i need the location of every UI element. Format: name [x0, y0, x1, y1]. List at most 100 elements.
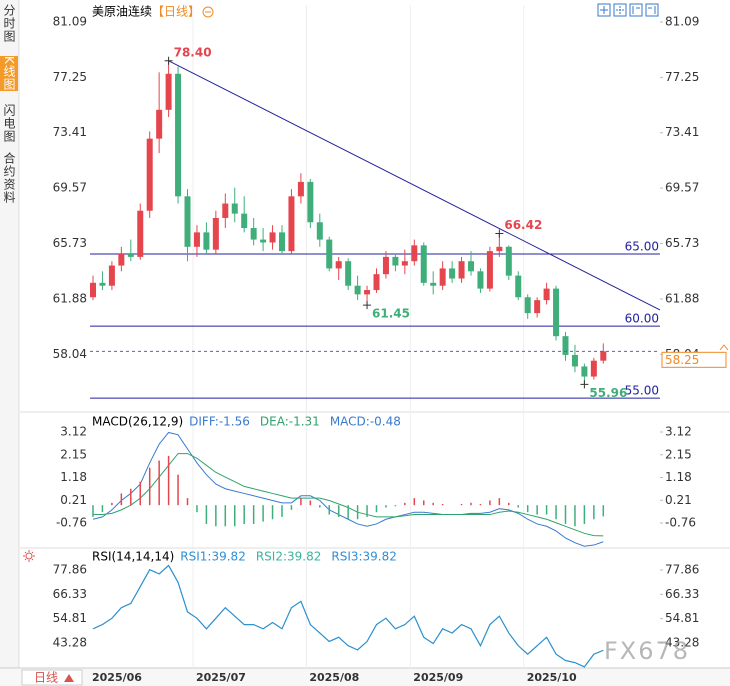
y-tick-label-left: 43.28 — [53, 636, 87, 650]
macd-bar — [574, 505, 576, 527]
macd-bar — [385, 505, 387, 508]
macd-bar — [271, 505, 274, 520]
macd-bar — [593, 505, 595, 520]
candle-body — [222, 203, 229, 218]
candle-body — [203, 232, 210, 250]
candle-body — [534, 300, 541, 314]
y-tick-label-left: -0.76 — [56, 515, 87, 529]
indicator-line — [92, 431, 604, 547]
macd-bar — [224, 505, 227, 527]
macd-bar — [309, 500, 312, 506]
macd-bar — [498, 498, 501, 506]
period-arrow[interactable] — [64, 674, 74, 682]
macd-bar — [375, 505, 378, 513]
sidebar-tab[interactable]: K线图 — [0, 56, 18, 91]
y-tick-label-right: 81.09 — [665, 15, 699, 29]
macd-bar — [583, 505, 586, 524]
candle-body — [241, 213, 248, 229]
toolbar — [597, 3, 659, 17]
y-tick-label-right: 2.15 — [665, 447, 692, 461]
macd-bar — [130, 488, 132, 506]
candle-body — [156, 109, 163, 139]
candle-body — [231, 203, 238, 214]
candle-body — [175, 73, 182, 197]
sidebar-tab[interactable]: 合约资料 — [2, 152, 16, 204]
candle-body — [392, 256, 399, 266]
candle-body — [420, 245, 427, 283]
candle-body — [600, 351, 607, 361]
candle-body — [193, 232, 200, 247]
indicator-line — [93, 453, 604, 537]
candle-body — [297, 181, 304, 197]
candle-body — [307, 181, 314, 223]
candle-body — [562, 336, 569, 355]
y-tick-label-left: 66.33 — [53, 587, 87, 601]
y-tick-label-right: 3.12 — [665, 425, 692, 439]
period-label: 日线 — [34, 671, 58, 685]
macd-bar — [262, 505, 264, 522]
macd-bar — [290, 505, 293, 510]
x-tick-label: 2025/08 — [309, 671, 359, 684]
macd-bar — [404, 502, 406, 506]
indicator-line — [92, 564, 604, 668]
candle-body — [496, 246, 503, 252]
macd-bar — [148, 467, 151, 506]
collapse-icon-circle — [202, 6, 214, 18]
sidebar — [0, 0, 19, 668]
collapse-icon[interactable] — [202, 6, 214, 18]
macd-bar — [536, 505, 538, 515]
macd-bar — [555, 505, 557, 520]
macd-bar — [139, 481, 141, 506]
candle-body — [212, 217, 219, 250]
chart-title: 美原油连续 — [92, 4, 152, 19]
macd-bar — [186, 498, 189, 506]
candle-body — [108, 265, 115, 286]
x-tick-label: 2025/09 — [413, 671, 463, 684]
candle-body — [250, 228, 257, 240]
y-tick-label-right: 61.88 — [665, 291, 699, 305]
y-tick-label-right: 0.21 — [665, 493, 692, 507]
y-tick-label-left: 54.81 — [53, 611, 87, 625]
macd-bar — [489, 500, 491, 506]
sidebar-tab[interactable]: 分时图 — [2, 4, 16, 43]
last-price-arrow — [719, 344, 729, 351]
tool-zoom-in[interactable] — [597, 3, 611, 17]
legend-entry: DIFF:-1.56 — [189, 415, 250, 429]
level-label: 65.00 — [625, 239, 659, 253]
macd-bar — [92, 505, 94, 517]
candle-body — [449, 268, 456, 279]
y-tick-label-left: 2.15 — [60, 447, 87, 461]
macd-bar — [508, 502, 510, 506]
macd-bar — [111, 502, 113, 506]
candle-body — [364, 290, 371, 295]
tool-prev[interactable] — [629, 3, 643, 17]
macd-bar — [337, 505, 340, 517]
y-tick-label-left: 3.12 — [60, 425, 87, 439]
candle-body — [184, 196, 191, 247]
candle-body — [279, 232, 285, 252]
macd-bar — [545, 505, 548, 515]
legend-entry: RSI1:39.82 — [180, 550, 246, 564]
macd-bar — [101, 505, 104, 513]
tool-next[interactable] — [645, 3, 659, 17]
macd-bar — [517, 505, 519, 508]
rsi-settings[interactable] — [23, 550, 35, 562]
annotation-label: 55.96 — [589, 386, 627, 400]
macd-bar — [205, 505, 208, 524]
macd-bar — [196, 505, 198, 513]
candle-body — [543, 288, 550, 301]
candle-body — [118, 253, 125, 266]
tool-zoom-out[interactable] — [613, 3, 627, 17]
candle-body — [260, 239, 267, 243]
macd-bar — [366, 505, 368, 517]
candle-body — [90, 282, 96, 298]
candle-body — [146, 138, 153, 211]
y-tick-label-right: 77.86 — [665, 562, 699, 576]
sidebar-tab[interactable]: 闪电图 — [2, 104, 16, 143]
macd-bar — [441, 504, 444, 506]
candle-body — [316, 222, 323, 240]
level-label: 55.00 — [625, 384, 659, 398]
macd-bar — [432, 502, 434, 506]
candle-body — [99, 282, 106, 286]
